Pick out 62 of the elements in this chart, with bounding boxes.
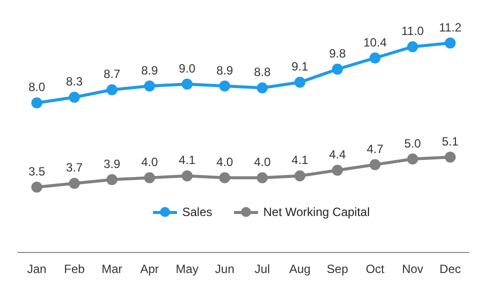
point bbox=[31, 182, 42, 193]
x-tick-label: Apr bbox=[140, 262, 159, 276]
x-tick-label: Oct bbox=[366, 262, 386, 276]
point bbox=[407, 154, 418, 165]
data-label: 3.5 bbox=[28, 164, 46, 178]
data-label: 9.1 bbox=[292, 60, 309, 74]
data-label: 8.9 bbox=[216, 63, 234, 78]
data-label: 4.7 bbox=[366, 142, 384, 156]
x-tick-label: Aug bbox=[289, 262, 311, 276]
data-label: 3.9 bbox=[104, 156, 121, 171]
data-label: 11.2 bbox=[438, 20, 462, 34]
point bbox=[144, 172, 156, 184]
point bbox=[256, 172, 268, 184]
point bbox=[370, 52, 381, 64]
point bbox=[31, 97, 42, 108]
point bbox=[182, 170, 193, 182]
x-tick-label: May bbox=[176, 262, 198, 276]
point bbox=[407, 41, 418, 52]
data-label: 4.0 bbox=[254, 155, 271, 170]
point bbox=[219, 172, 230, 184]
point bbox=[68, 92, 80, 103]
data-label: 4.1 bbox=[178, 153, 196, 168]
point bbox=[182, 78, 193, 90]
data-label: 3.7 bbox=[66, 160, 84, 175]
data-label: 5.0 bbox=[404, 136, 422, 150]
point bbox=[68, 178, 80, 189]
point bbox=[106, 84, 118, 96]
x-tick-label: Nov bbox=[402, 262, 424, 276]
data-label: 4.0 bbox=[141, 155, 158, 170]
x-tick-label: Feb bbox=[64, 262, 86, 276]
data-label: 10.4 bbox=[363, 35, 388, 50]
data-label: 9.0 bbox=[178, 61, 196, 76]
point bbox=[332, 164, 343, 176]
point bbox=[144, 80, 156, 92]
point bbox=[106, 174, 118, 186]
data-label: 5.1 bbox=[442, 134, 459, 148]
data-label: 8.3 bbox=[66, 74, 84, 89]
legend-label: Net Working Capital bbox=[263, 205, 370, 219]
point bbox=[370, 159, 381, 170]
point bbox=[444, 37, 456, 48]
data-label: 4.4 bbox=[329, 148, 346, 162]
x-tick-label: Jun bbox=[215, 262, 234, 276]
point bbox=[332, 64, 343, 75]
data-label: 4.0 bbox=[216, 155, 234, 170]
point bbox=[219, 80, 230, 92]
data-label: 4.1 bbox=[292, 153, 309, 168]
point bbox=[256, 82, 268, 94]
data-label: 11.0 bbox=[401, 24, 424, 38]
x-tick-label: Jul bbox=[254, 262, 270, 276]
data-label: 8.7 bbox=[104, 67, 121, 82]
point bbox=[444, 152, 456, 163]
point bbox=[294, 76, 306, 88]
x-tick-label: Dec bbox=[440, 262, 461, 276]
data-label: 8.9 bbox=[141, 63, 158, 78]
point bbox=[294, 170, 306, 182]
legend-label: Sales bbox=[182, 205, 212, 219]
x-tick-label: Mar bbox=[102, 262, 122, 276]
x-tick-label: Sep bbox=[326, 262, 348, 276]
data-label: 8.0 bbox=[28, 80, 46, 94]
data-label: 8.8 bbox=[254, 65, 271, 80]
x-tick-label: Jan bbox=[27, 262, 46, 276]
data-label: 9.8 bbox=[329, 46, 346, 60]
